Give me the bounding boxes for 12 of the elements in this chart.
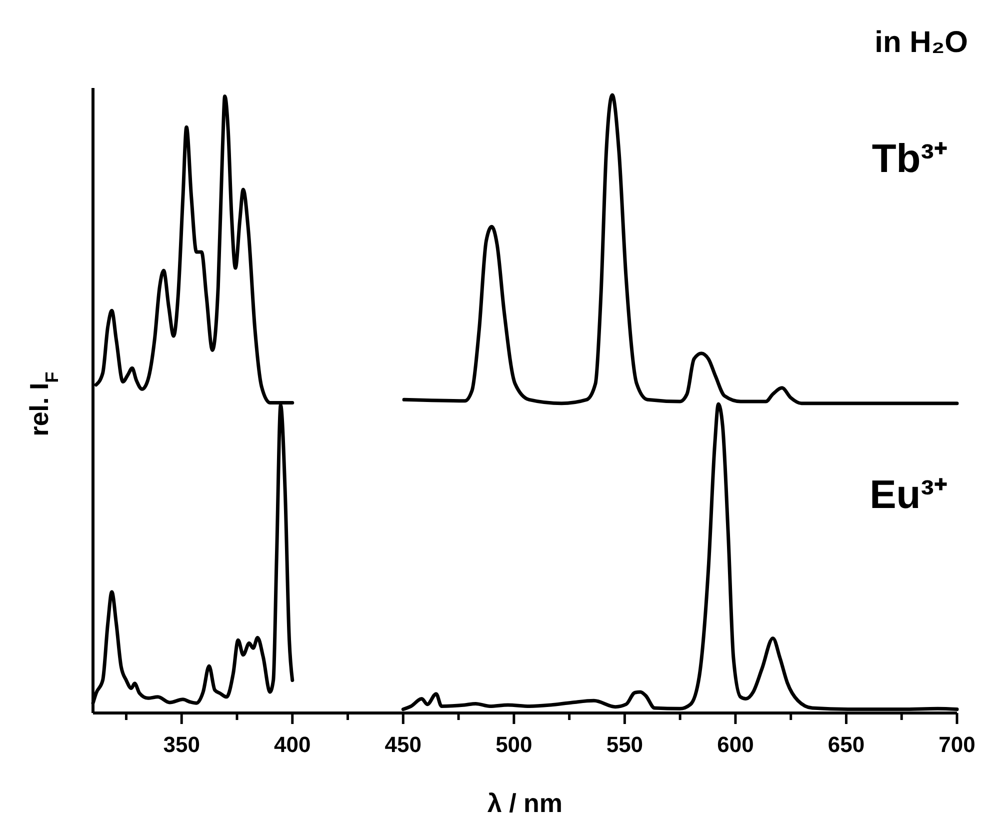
x-tick-label: 400 (274, 732, 311, 757)
x-axis-title: λ / nm (487, 788, 563, 818)
x-tick-label: 650 (828, 732, 865, 757)
text: in H₂O (874, 26, 968, 59)
x-tick-label: 600 (717, 732, 754, 757)
annotation: Eu³⁺ (870, 473, 948, 517)
x-tick-label: 550 (606, 732, 644, 757)
x-tick-label: 350 (163, 732, 200, 757)
x-tick-label: 450 (384, 732, 422, 757)
x-tick-label: 500 (496, 732, 532, 757)
x-tick-label: 700 (938, 732, 976, 757)
annotation: Tb³⁺ (872, 137, 948, 181)
